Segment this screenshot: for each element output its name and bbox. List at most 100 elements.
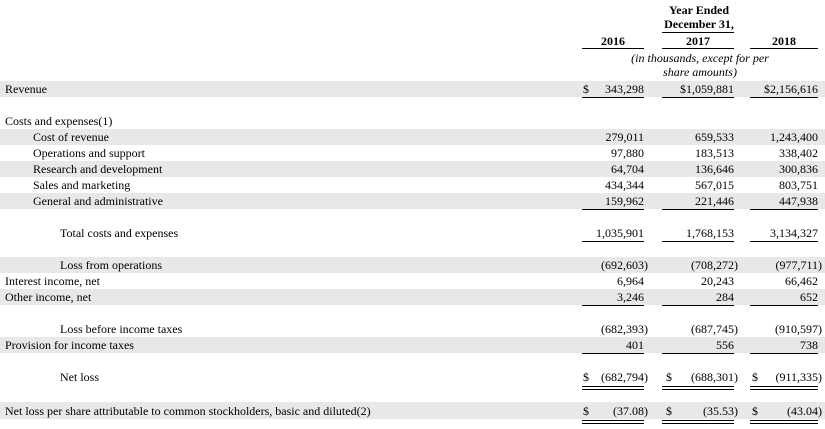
value-operations-support-2017: 183,513 <box>695 146 734 160</box>
row-label-loss-before-tax: Loss before income taxes <box>60 322 183 336</box>
value-loss-operations-2016: (692,603) <box>601 258 648 272</box>
value-net-loss-2016: (682,794) <box>601 370 648 384</box>
year-rule-2018 <box>750 48 818 49</box>
rule <box>582 353 644 354</box>
header-year-2017: 2017 <box>686 34 710 48</box>
row-label-revenue: Revenue <box>5 82 47 96</box>
value-eps-2017: (35.53) <box>703 404 738 418</box>
row-label-costs-header: Costs and expenses(1) <box>5 114 113 128</box>
currency-symbol: $ <box>583 82 589 96</box>
currency-symbol: $ <box>583 404 589 418</box>
value-sales-marketing-2017: 567,015 <box>695 178 734 192</box>
double-rule <box>582 420 644 424</box>
value-loss-operations-2017: (708,272) <box>691 258 738 272</box>
header-year-ended: Year Ended <box>668 3 730 17</box>
currency-symbol: $ <box>666 370 672 384</box>
row-label-general-admin: General and administrative <box>33 194 163 208</box>
row-label-eps: Net loss per share attributable to commo… <box>5 404 371 418</box>
currency-symbol: $ <box>752 404 758 418</box>
value-loss-before-tax-2018: (910,597) <box>775 322 822 336</box>
row-label-interest-income: Interest income, net <box>5 274 100 288</box>
value-cost-of-revenue-2016: 279,011 <box>605 130 644 144</box>
value-research-development-2017: 136,646 <box>695 162 734 176</box>
value-research-development-2016: 64,704 <box>611 162 644 176</box>
units-note-line1: (in thousands, except for per <box>631 51 769 65</box>
row-band-provision <box>0 337 825 353</box>
header-year-2016: 2016 <box>601 34 625 48</box>
double-rule <box>750 386 818 390</box>
row-label-net-loss: Net loss <box>60 370 99 384</box>
currency-symbol: $ <box>666 404 672 418</box>
value-other-income-2017: 284 <box>716 290 734 304</box>
value-provision-tax-2018: 738 <box>800 338 818 352</box>
value-eps-2018: (43.04) <box>787 404 822 418</box>
value-general-admin-2016: 159,962 <box>605 194 644 208</box>
value-cost-of-revenue-2017: 659,533 <box>695 130 734 144</box>
rule <box>662 97 734 98</box>
value-interest-income-2018: 66,462 <box>785 274 818 288</box>
value-net-loss-2018: (911,335) <box>775 370 822 384</box>
rule <box>662 241 734 242</box>
rule <box>582 241 644 242</box>
row-band-cost-of-revenue <box>0 129 825 145</box>
value-provision-tax-2017: 556 <box>716 338 734 352</box>
value-total-costs-2017: 1,768,153 <box>686 226 734 240</box>
row-label-loss-operations: Loss from operations <box>60 258 162 272</box>
value-revenue-2017: $1,059,881 <box>680 82 734 96</box>
double-rule <box>750 420 818 424</box>
value-revenue-2016: 343,298 <box>605 82 644 96</box>
rule <box>750 97 818 98</box>
value-interest-income-2017: 20,243 <box>701 274 734 288</box>
rule <box>750 353 818 354</box>
rule <box>662 209 734 210</box>
value-loss-operations-2018: (977,711) <box>775 258 822 272</box>
double-rule <box>662 420 734 424</box>
value-operations-support-2018: 338,402 <box>779 146 818 160</box>
value-general-admin-2018: 447,938 <box>779 194 818 208</box>
row-label-sales-marketing: Sales and marketing <box>33 178 131 192</box>
rule <box>582 305 644 306</box>
rule <box>750 241 818 242</box>
value-total-costs-2016: 1,035,901 <box>596 226 644 240</box>
double-rule <box>582 386 644 390</box>
value-loss-before-tax-2017: (687,745) <box>691 322 738 336</box>
rule <box>662 305 734 306</box>
value-loss-before-tax-2016: (682,393) <box>601 322 648 336</box>
header-year-2018: 2018 <box>772 34 796 48</box>
row-label-operations-support: Operations and support <box>33 146 145 160</box>
currency-symbol: $ <box>752 370 758 384</box>
value-operations-support-2016: 97,880 <box>611 146 644 160</box>
units-note-line2: share amounts) <box>663 65 737 79</box>
row-band-loss-operations <box>0 257 825 273</box>
double-rule <box>662 386 734 390</box>
value-total-costs-2018: 3,134,327 <box>770 226 818 240</box>
value-net-loss-2017: (688,301) <box>691 370 738 384</box>
currency-symbol: $ <box>583 370 589 384</box>
header-rule <box>662 32 734 33</box>
row-band-revenue <box>0 81 825 97</box>
row-band-research <box>0 161 825 177</box>
value-other-income-2016: 3,246 <box>617 290 644 304</box>
rule <box>750 209 818 210</box>
row-label-cost-of-revenue: Cost of revenue <box>33 130 109 144</box>
row-label-research-development: Research and development <box>33 162 163 176</box>
value-sales-marketing-2016: 434,344 <box>605 178 644 192</box>
rule <box>582 209 644 210</box>
rule <box>662 353 734 354</box>
value-other-income-2018: 652 <box>800 290 818 304</box>
row-label-provision-tax: Provision for income taxes <box>5 338 134 352</box>
rule <box>582 97 644 98</box>
value-research-development-2018: 300,836 <box>779 162 818 176</box>
row-band-general-admin <box>0 193 825 209</box>
rule <box>750 305 818 306</box>
header-december: December 31, <box>664 17 734 31</box>
value-provision-tax-2016: 401 <box>626 338 644 352</box>
row-label-total-costs: Total costs and expenses <box>60 226 179 240</box>
row-label-other-income: Other income, net <box>5 290 92 304</box>
year-rule-2016 <box>582 48 644 49</box>
value-eps-2016: (37.08) <box>613 404 648 418</box>
value-revenue-2018: $2,156,616 <box>764 82 818 96</box>
row-band-eps <box>0 402 825 419</box>
value-cost-of-revenue-2018: 1,243,400 <box>770 130 818 144</box>
